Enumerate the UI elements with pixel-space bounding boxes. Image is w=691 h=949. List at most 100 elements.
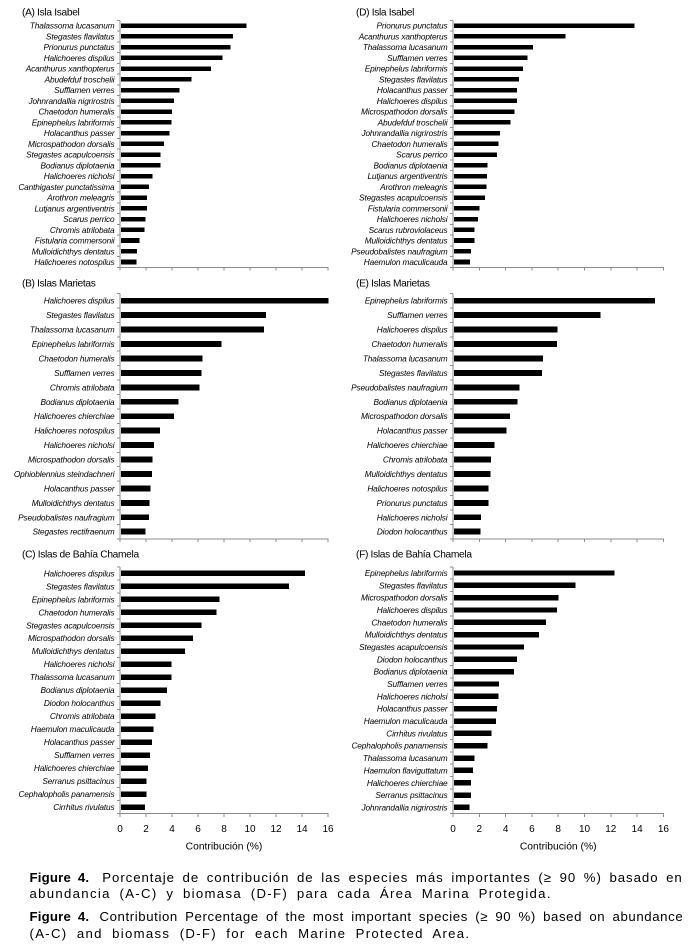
svg-text:Stegastes flavilatus: Stegastes flavilatus (46, 31, 114, 41)
svg-text:Halichoeres nicholsi: Halichoeres nicholsi (44, 171, 116, 181)
svg-text:(C) Islas de Bahía Chamela: (C) Islas de Bahía Chamela (22, 550, 139, 561)
svg-text:Mulloidichthys dentatus: Mulloidichthys dentatus (32, 246, 115, 256)
svg-text:Halichoeres nicholsi: Halichoeres nicholsi (377, 512, 449, 522)
svg-text:Stegastes rectifraenum: Stegastes rectifraenum (32, 527, 114, 537)
svg-text:(A) Isla Isabel: (A) Isla Isabel (22, 7, 80, 18)
svg-text:Epinephelus labriformis: Epinephelus labriformis (365, 568, 448, 578)
svg-text:Halichoeres notospilus: Halichoeres notospilus (34, 426, 114, 436)
svg-text:Bodianus diplotaenia: Bodianus diplotaenia (373, 667, 448, 677)
svg-text:Pseudobalistes naufragium: Pseudobalistes naufragium (18, 512, 115, 522)
svg-text:Sufflamen verres: Sufflamen verres (387, 679, 447, 689)
svg-text:Stegastes flavilatus: Stegastes flavilatus (46, 310, 114, 320)
svg-text:Cephalopholis panamensis: Cephalopholis panamensis (18, 789, 114, 799)
svg-text:Stegastes acapulcoensis: Stegastes acapulcoensis (359, 642, 447, 652)
svg-text:Johnrandallia nigrirostris: Johnrandallia nigrirostris (360, 128, 447, 138)
svg-text:Halichoeres dispilus: Halichoeres dispilus (44, 568, 115, 578)
svg-text:4: 4 (169, 824, 175, 835)
svg-text:Contribución (%): Contribución (%) (520, 842, 597, 853)
svg-text:(B) Islas Marietas: (B) Islas Marietas (22, 278, 96, 289)
svg-text:Bodianus diplotaenia: Bodianus diplotaenia (373, 397, 448, 407)
svg-text:Halichoeres chierchiae: Halichoeres chierchiae (367, 778, 448, 788)
svg-text:Lutjanus argentiventris: Lutjanus argentiventris (367, 171, 447, 181)
svg-text:Stegastes flavilatus: Stegastes flavilatus (379, 368, 447, 378)
svg-text:Stegastes acapulcoensis: Stegastes acapulcoensis (26, 620, 114, 630)
svg-text:Cirrhitus rivulatus: Cirrhitus rivulatus (386, 728, 447, 738)
svg-text:Sufflamen verres: Sufflamen verres (54, 750, 114, 760)
svg-text:Stegastes acapulcoensis: Stegastes acapulcoensis (26, 150, 114, 160)
svg-text:Microspathodon dorsalis: Microspathodon dorsalis (361, 107, 447, 117)
svg-text:Epinephelus labriformis: Epinephelus labriformis (365, 64, 448, 74)
svg-text:Johnrandallia nigrirostris: Johnrandallia nigrirostris (27, 96, 114, 106)
svg-text:Abudefduf troschelii: Abudefduf troschelii (44, 74, 116, 84)
svg-text:16: 16 (322, 824, 334, 835)
svg-text:Cirrhitus rivulatus: Cirrhitus rivulatus (53, 802, 114, 812)
svg-text:Chaetodon humeralis: Chaetodon humeralis (38, 607, 114, 617)
svg-text:4: 4 (503, 824, 509, 835)
svg-text:Halichoeres chierchiae: Halichoeres chierchiae (34, 411, 115, 421)
svg-text:2: 2 (477, 824, 483, 835)
svg-text:Prionurus punctatus: Prionurus punctatus (44, 42, 115, 52)
svg-text:Chaetodon humeralis: Chaetodon humeralis (371, 139, 447, 149)
svg-text:Stegastes flavilatus: Stegastes flavilatus (379, 74, 447, 84)
svg-text:Sufflamen verres: Sufflamen verres (54, 368, 114, 378)
svg-text:Mulloidichthys dentatus: Mulloidichthys dentatus (365, 630, 448, 640)
svg-text:Mulloidichthys dentatus: Mulloidichthys dentatus (365, 236, 448, 246)
svg-text:Stegastes flavilatus: Stegastes flavilatus (379, 580, 447, 590)
svg-text:Arothron meleagris: Arothron meleagris (379, 182, 447, 192)
svg-text:Thalassoma lucasanum: Thalassoma lucasanum (30, 21, 115, 31)
svg-text:0: 0 (450, 824, 456, 835)
svg-text:Fistularia commersonii: Fistularia commersonii (35, 236, 116, 246)
svg-text:Halichoeres dispilus: Halichoeres dispilus (377, 325, 448, 335)
svg-text:14: 14 (296, 824, 308, 835)
svg-text:Johnrandallia nigrirostris: Johnrandallia nigrirostris (360, 802, 447, 812)
svg-text:Epinephelus labriformis: Epinephelus labriformis (32, 594, 115, 604)
svg-text:Acanthurus xanthopterus: Acanthurus xanthopterus (25, 64, 115, 74)
svg-text:Sufflamen verres: Sufflamen verres (54, 85, 114, 95)
svg-text:6: 6 (529, 824, 535, 835)
svg-text:Holacanthus passer: Holacanthus passer (44, 128, 116, 138)
svg-text:Mulloidichthys dentatus: Mulloidichthys dentatus (32, 498, 115, 508)
svg-text:Haemulon maculicauda: Haemulon maculicauda (364, 716, 448, 726)
svg-text:Chromis atrilobata: Chromis atrilobata (50, 711, 115, 721)
svg-text:Mulloidichthys dentatus: Mulloidichthys dentatus (365, 469, 448, 479)
svg-text:Prionurus punctatus: Prionurus punctatus (377, 498, 448, 508)
svg-text:Scarus perrico: Scarus perrico (396, 150, 448, 160)
svg-text:10: 10 (244, 824, 256, 835)
svg-text:Chaetodon humeralis: Chaetodon humeralis (38, 353, 114, 363)
svg-text:Chromis atrilobata: Chromis atrilobata (50, 225, 115, 235)
svg-text:Fistularia commersonii: Fistularia commersonii (368, 203, 449, 213)
svg-text:Holacanthus passer: Holacanthus passer (44, 737, 116, 747)
svg-text:Epinephelus labriformis: Epinephelus labriformis (32, 117, 115, 127)
svg-text:Microspathodon dorsalis: Microspathodon dorsalis (28, 455, 114, 465)
svg-text:Chaetodon humeralis: Chaetodon humeralis (371, 617, 447, 627)
svg-text:Epinephelus labriformis: Epinephelus labriformis (32, 339, 115, 349)
svg-text:Diodon holocanthus: Diodon holocanthus (44, 698, 115, 708)
svg-text:Contribución (%): Contribución (%) (186, 842, 263, 853)
svg-text:Sufflamen verres: Sufflamen verres (387, 310, 447, 320)
svg-text:Cephalopholis panamensis: Cephalopholis panamensis (351, 741, 447, 751)
svg-text:16: 16 (658, 824, 670, 835)
svg-text:0: 0 (117, 824, 123, 835)
svg-text:Prionurus punctatus: Prionurus punctatus (377, 21, 448, 31)
svg-text:Sufflamen verres: Sufflamen verres (387, 53, 447, 63)
svg-text:2: 2 (143, 824, 149, 835)
svg-text:Halichoeres chierchiae: Halichoeres chierchiae (34, 763, 115, 773)
svg-text:Stegastes flavilatus: Stegastes flavilatus (46, 581, 114, 591)
svg-text:Haemulon maculicauda: Haemulon maculicauda (31, 724, 115, 734)
svg-text:Bodianus diplotaenia: Bodianus diplotaenia (40, 160, 115, 170)
svg-text:Holacanthus passer: Holacanthus passer (377, 704, 449, 714)
svg-text:6: 6 (195, 824, 201, 835)
svg-text:Canthigaster punctatissima: Canthigaster punctatissima (18, 182, 115, 192)
svg-text:Halichoeres notospilus: Halichoeres notospilus (34, 257, 114, 267)
svg-text:Epinephelus labriformis: Epinephelus labriformis (365, 296, 448, 306)
svg-text:Thalassoma lucasanum: Thalassoma lucasanum (30, 672, 115, 682)
svg-text:Chromis atrilobata: Chromis atrilobata (383, 455, 448, 465)
svg-text:Thalassoma lucasanum: Thalassoma lucasanum (363, 42, 448, 52)
svg-text:8: 8 (221, 824, 227, 835)
svg-text:Thalassoma lucasanum: Thalassoma lucasanum (363, 753, 448, 763)
svg-text:Scarus perrico: Scarus perrico (63, 214, 115, 224)
svg-text:Mulloidichthys dentatus: Mulloidichthys dentatus (32, 646, 115, 656)
svg-text:(D) Isla Isabel: (D) Isla Isabel (356, 7, 414, 18)
svg-text:Ophioblennius steindachneri: Ophioblennius steindachneri (14, 469, 116, 479)
svg-text:Halichoeres chierchiae: Halichoeres chierchiae (367, 440, 448, 450)
